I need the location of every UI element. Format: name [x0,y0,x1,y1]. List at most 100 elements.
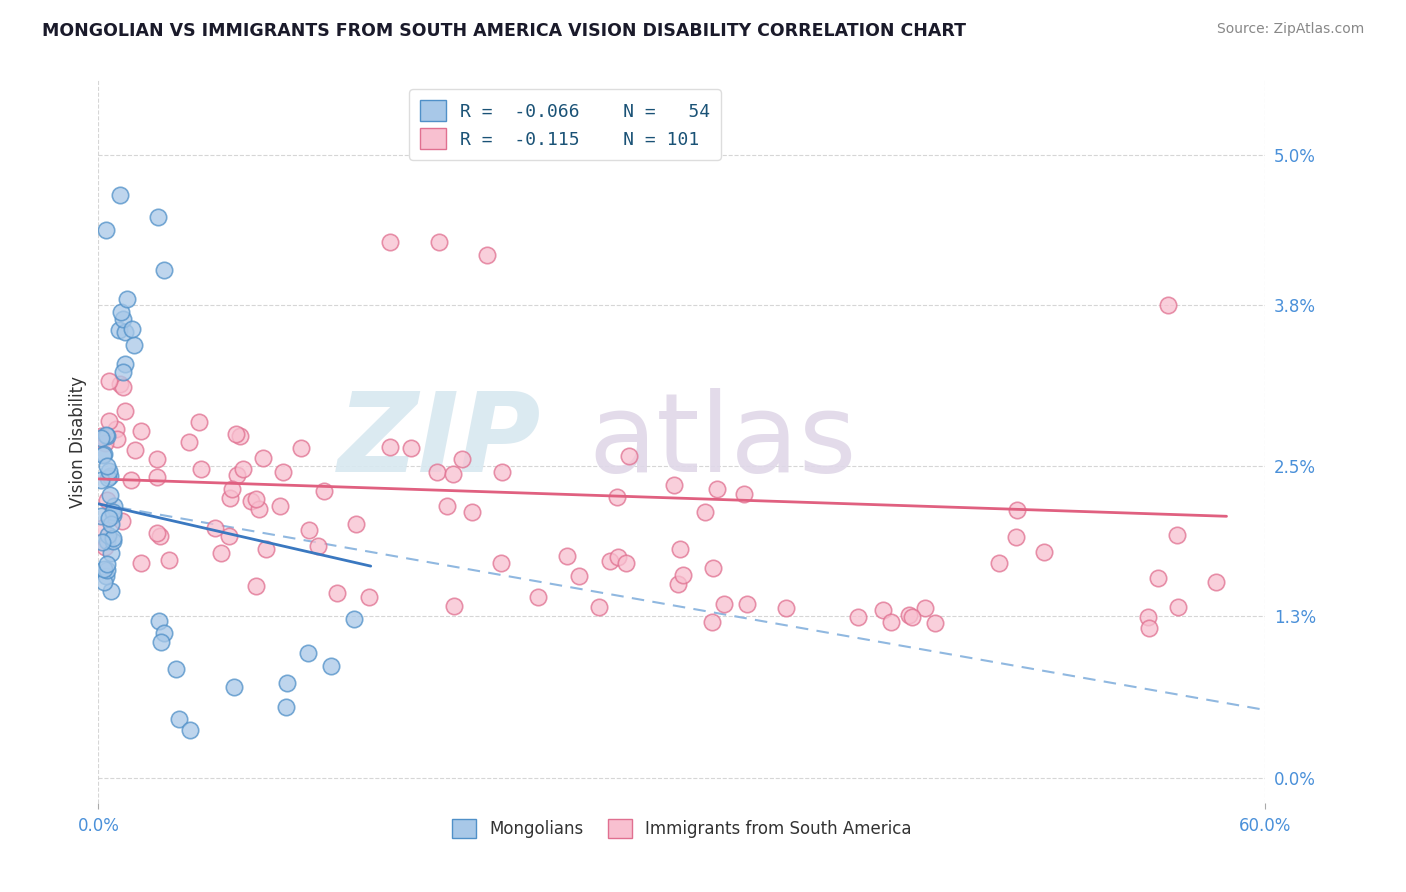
Point [96,223,118,237]
Text: Source: ZipAtlas.com: Source: ZipAtlas.com [1216,22,1364,37]
Point [90,431,112,445]
Point [426,465,449,479]
Point [252,450,274,465]
Point [321,658,343,673]
Point [599,554,621,568]
Point [733,487,755,501]
Point [111,380,134,394]
Point [129,556,152,570]
Point [165,662,187,676]
Point [987,556,1010,570]
Point [188,416,211,430]
Point [1147,571,1170,585]
Point [1166,528,1188,542]
Point [735,597,758,611]
Point [901,610,924,624]
Point [96,429,118,443]
Point [228,429,250,443]
Point [100,583,122,598]
Point [111,365,134,379]
Point [872,603,894,617]
Point [96,534,118,549]
Point [1167,599,1189,614]
Point [297,646,319,660]
Text: ZIP: ZIP [339,388,541,495]
Point [218,528,240,542]
Point [190,462,212,476]
Point [177,434,200,449]
Point [114,357,136,371]
Point [110,305,132,319]
Point [219,491,242,505]
Point [666,577,689,591]
Point [90,509,112,524]
Point [221,482,243,496]
Point [149,529,172,543]
Point [713,598,735,612]
Point [298,523,321,537]
Point [124,443,146,458]
Y-axis label: Vision Disability: Vision Disability [69,376,87,508]
Point [146,452,169,467]
Point [110,188,132,202]
Point [1157,297,1180,311]
Text: MONGOLIAN VS IMMIGRANTS FROM SOUTH AMERICA VISION DISABILITY CORRELATION CHART: MONGOLIAN VS IMMIGRANTS FROM SOUTH AMERI… [42,22,966,40]
Point [399,441,422,455]
Point [274,699,297,714]
Point [90,474,112,488]
Point [100,516,122,531]
Point [114,404,136,418]
Point [669,542,692,557]
Point [97,471,120,485]
Point [232,462,254,476]
Point [153,626,176,640]
Point [914,601,936,615]
Point [101,532,124,546]
Point [1205,574,1227,589]
Point [702,561,724,575]
Point [247,501,270,516]
Point [240,494,263,508]
Point [898,608,921,623]
Point [114,325,136,339]
Point [617,450,640,464]
Point [97,464,120,478]
Point [461,505,484,519]
Point [491,556,513,570]
Point [91,521,114,535]
Point [706,482,728,496]
Point [103,505,125,519]
Point [94,540,117,554]
Point [226,467,249,482]
Point [150,635,173,649]
Point [152,263,174,277]
Point [451,452,474,467]
Point [314,483,336,498]
Point [700,615,723,629]
Point [271,465,294,479]
Point [169,712,191,726]
Point [93,447,115,461]
Point [91,448,114,462]
Legend: Mongolians, Immigrants from South America: Mongolians, Immigrants from South Americ… [446,813,918,845]
Point [145,526,167,541]
Point [276,676,298,690]
Point [1005,503,1028,517]
Point [96,563,118,577]
Point [555,549,578,563]
Point [588,600,610,615]
Point [441,467,464,481]
Point [775,601,797,615]
Point [846,610,869,624]
Point [94,427,117,442]
Point [91,535,114,549]
Point [98,511,121,525]
Point [343,612,366,626]
Point [693,505,716,519]
Point [378,440,401,454]
Point [110,376,132,391]
Point [662,477,685,491]
Point [245,579,267,593]
Point [96,558,118,572]
Point [224,680,246,694]
